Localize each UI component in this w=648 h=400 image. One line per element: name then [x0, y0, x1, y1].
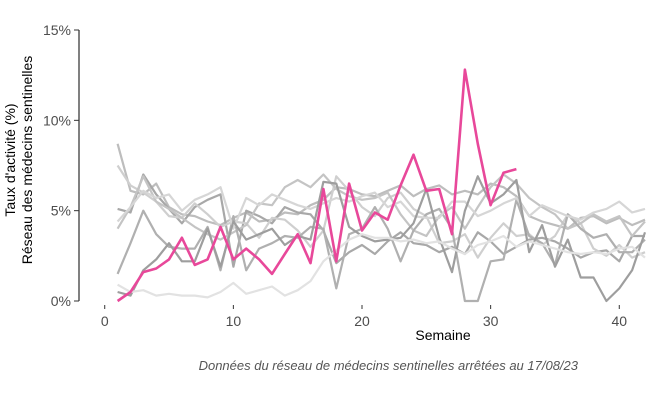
- series-line-2: [117, 173, 645, 268]
- series-line-1: [116, 143, 646, 230]
- series-line-highlight: [116, 68, 517, 303]
- x-tick-label: 40: [611, 313, 627, 329]
- chart-caption: Données du réseau de médecins sentinelle…: [199, 358, 579, 373]
- y-tick-label: 5%: [51, 203, 71, 219]
- x-tick-label: 0: [101, 313, 109, 329]
- x-axis-title: Semaine: [415, 327, 470, 343]
- y-axis-title-line2: Réseau des médecins sentinelles: [19, 56, 35, 265]
- y-tick-label: 15%: [43, 22, 71, 38]
- x-tick-label: 30: [483, 313, 499, 329]
- y-tick-label: 0%: [51, 293, 71, 309]
- series-line-8: [117, 233, 646, 299]
- series-line-5: [116, 198, 646, 303]
- x-ticks: 0 10 20 30 40: [101, 305, 627, 329]
- series-layer: [116, 68, 647, 303]
- y-axis-title-line1: Taux d'activité (%): [2, 103, 18, 216]
- x-tick-label: 20: [354, 313, 370, 329]
- x-tick-label: 10: [226, 313, 242, 329]
- series-line-3: [116, 164, 646, 259]
- y-ticks: 0% 5% 10% 15%: [43, 22, 79, 309]
- series-line-6: [116, 186, 646, 230]
- series-line-7: [117, 175, 647, 303]
- y-tick-label: 10%: [43, 112, 71, 128]
